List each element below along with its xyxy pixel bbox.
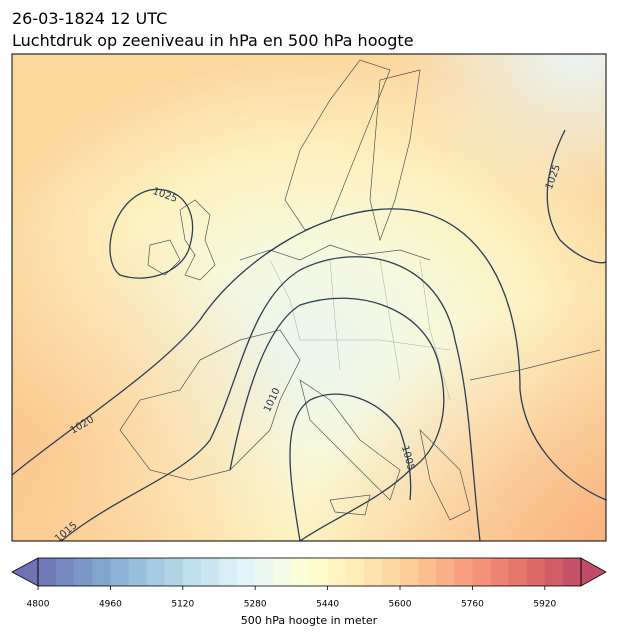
subtitle: Luchtdruk op zeeniveau in hPa en 500 hPa… [12,31,414,50]
colorbar-tick-label: 5120 [171,600,194,610]
title: 26-03-1824 12 UTC [12,9,167,28]
map-frame [11,53,607,542]
colorbar-bin [291,558,310,586]
colorbar-extend-low [11,557,39,587]
colorbar-bin [454,558,473,586]
colorbar-bin [74,558,93,586]
colorbar-bin [562,558,582,586]
colorbar-frame [37,557,582,587]
colorbar-bin [38,558,57,586]
colorbar-bin [273,558,292,586]
colorbar-bin [436,558,455,586]
colorbar-tick-label: 4960 [99,600,122,610]
colorbar-tick-label: 5440 [316,600,339,610]
colorbar-tick-label: 5280 [244,600,267,610]
colorbar-bin [92,558,111,586]
colorbar-label: 500 hPa hoogte in meter [241,614,378,627]
isobars [12,129,606,541]
height-field [12,54,606,541]
colorbar [11,557,607,590]
colorbar-bin [182,558,202,586]
colorbar-tick-label: 5600 [389,600,412,610]
colorbar-tick-label: 5920 [533,600,556,610]
colorbar-tick-label: 4800 [27,600,50,610]
colorbar-bin [526,558,546,586]
colorbar-bin [255,558,274,586]
colorbar-bin [400,558,419,586]
colorbar-bin [309,558,329,586]
colorbar-bin [508,558,528,586]
colorbar-bin [472,558,491,586]
colorbar-bin [237,558,256,586]
colorbar-bin [200,558,220,586]
colorbar-bin [56,558,75,586]
colorbar-extend-high [580,557,607,587]
borders [269,259,451,401]
colorbar-bin [544,558,564,586]
colorbar-bin [363,558,383,586]
colorbar-bin [164,558,184,586]
colorbar-bin [490,558,510,586]
colorbar-bin [381,558,401,586]
colorbar-bin [418,558,437,586]
colorbar-bin [128,558,148,586]
colorbar-bin [110,558,129,586]
colorbar-bin [327,558,347,586]
map: 1025 1025 1020 1015 1010 1005 [12,54,606,541]
colorbar-bin [345,558,365,586]
colorbar-bin [219,558,238,586]
colorbar-bin [146,558,166,586]
colorbar-tick-label: 5760 [461,600,484,610]
